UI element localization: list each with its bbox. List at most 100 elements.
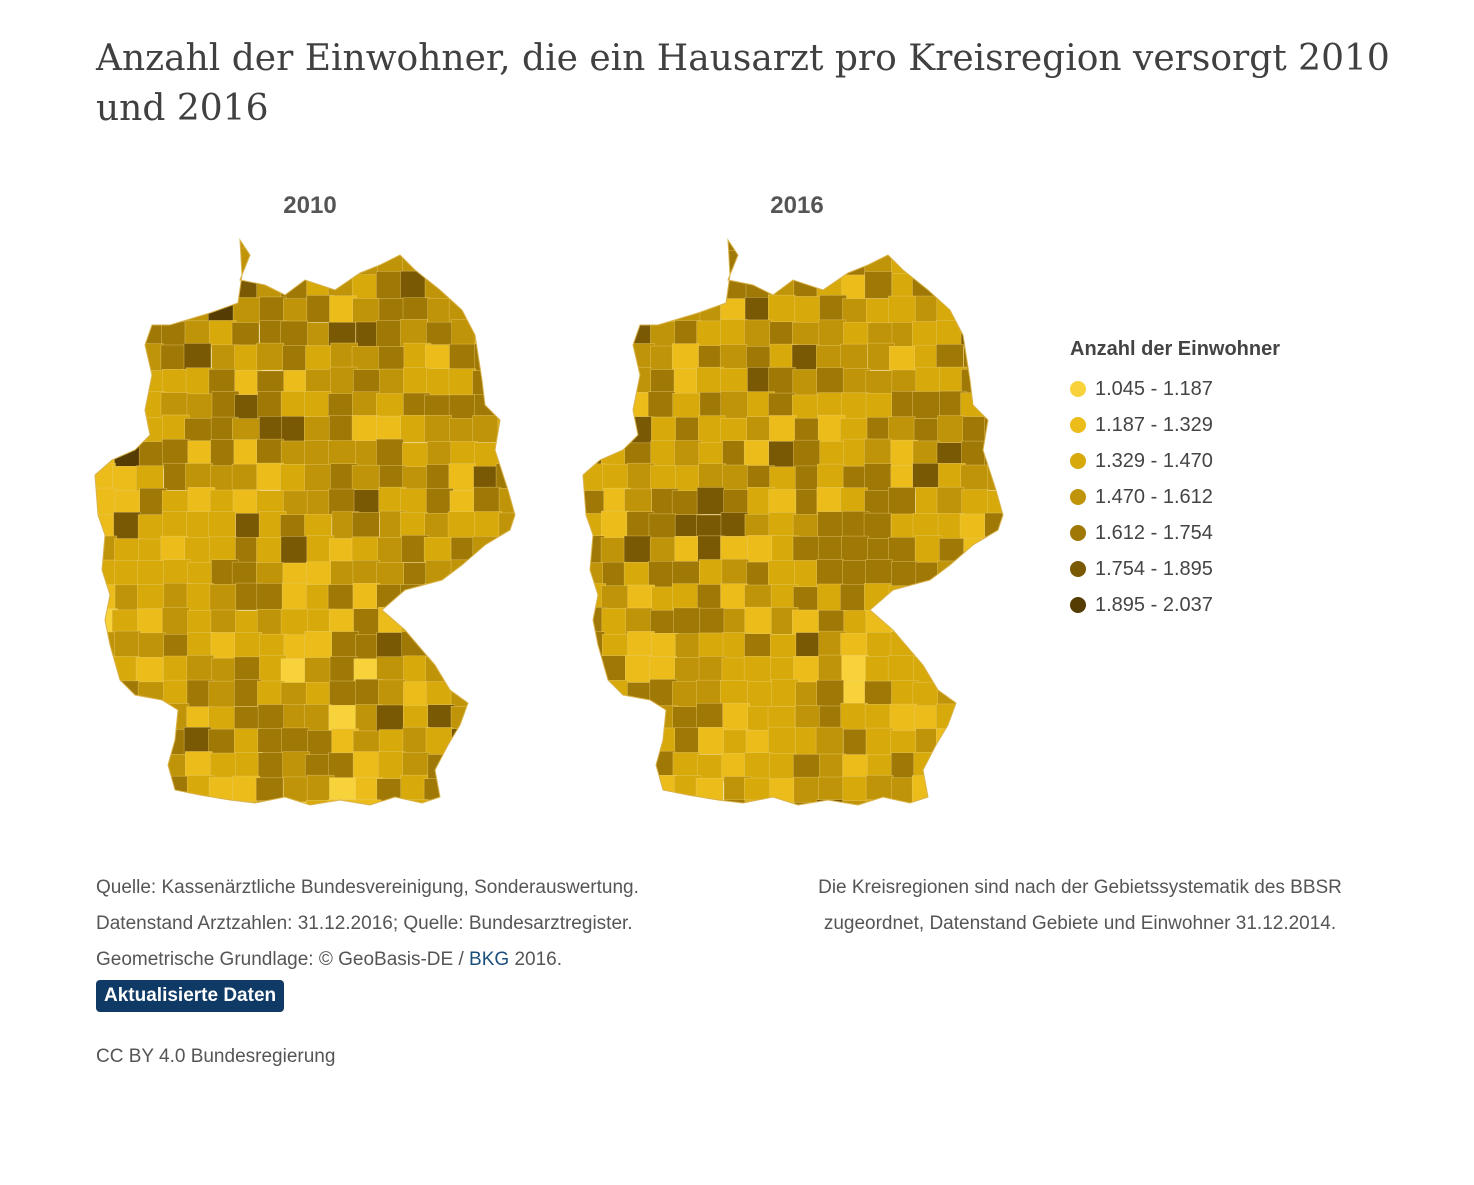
district-region[interactable] [162,775,190,804]
district-region[interactable] [864,704,893,732]
district-region[interactable] [112,776,141,804]
district-region[interactable] [696,702,724,731]
district-region[interactable] [1009,634,1018,661]
district-region[interactable] [578,297,605,325]
district-region[interactable] [600,776,629,804]
district-region[interactable] [400,511,428,540]
district-region[interactable] [816,799,844,825]
district-region[interactable] [962,655,990,683]
district-region[interactable] [649,775,677,803]
district-region[interactable] [211,248,240,276]
district-region[interactable] [378,226,406,254]
district-region[interactable] [280,320,308,349]
district-region[interactable] [524,251,530,278]
district-region[interactable] [864,271,893,299]
district-region[interactable] [744,606,773,635]
district-region[interactable] [210,752,238,781]
district-region[interactable] [523,659,530,686]
district-region[interactable] [522,802,530,825]
district-region[interactable] [601,510,629,539]
district-region[interactable] [579,346,607,374]
district-region[interactable] [696,679,724,708]
district-region[interactable] [818,654,846,683]
district-region[interactable] [522,440,530,467]
district-region[interactable] [135,729,164,758]
district-region[interactable] [650,465,678,493]
district-region[interactable] [137,584,165,612]
district-region[interactable] [1011,393,1018,420]
district-region[interactable] [962,630,990,659]
district-region[interactable] [914,632,942,661]
district-region[interactable] [209,584,238,612]
district-region[interactable] [600,752,628,780]
choropleth-map-2010[interactable] [90,225,530,825]
district-region[interactable] [208,225,237,253]
district-region[interactable] [793,802,822,825]
district-region[interactable] [720,536,748,564]
district-region[interactable] [937,802,966,825]
district-region[interactable] [625,655,653,683]
district-region[interactable] [162,607,190,635]
district-region[interactable] [936,320,964,348]
district-region[interactable] [960,320,989,348]
district-region[interactable] [304,464,332,492]
district-region[interactable] [1008,321,1018,348]
district-region[interactable] [379,368,407,397]
district-region[interactable] [817,511,845,539]
district-region[interactable] [450,679,479,707]
district-region[interactable] [329,656,358,684]
district-region[interactable] [936,344,964,372]
district-region[interactable] [579,777,607,805]
district-region[interactable] [305,345,333,373]
district-region[interactable] [472,415,500,443]
district-region[interactable] [603,706,632,734]
district-region[interactable] [378,679,406,708]
district-region[interactable] [961,558,990,587]
district-region[interactable] [580,415,607,443]
district-region[interactable] [600,728,629,756]
district-region[interactable] [90,297,116,325]
district-region[interactable] [793,776,822,805]
district-region[interactable] [722,702,750,731]
choropleth-map-2016[interactable] [578,225,1018,825]
district-region[interactable] [521,394,530,421]
district-region[interactable] [448,775,476,803]
district-region[interactable] [817,247,845,275]
district-region[interactable] [231,463,260,492]
district-region[interactable] [424,415,452,443]
district-region[interactable] [307,249,335,277]
district-region[interactable] [475,583,503,611]
district-region[interactable] [578,368,605,397]
district-region[interactable] [744,225,772,252]
district-region[interactable] [986,631,1014,659]
district-region[interactable] [840,583,868,612]
district-region[interactable] [113,511,141,540]
district-region[interactable] [162,274,190,303]
district-region[interactable] [497,536,525,564]
district-region[interactable] [744,297,773,325]
district-region[interactable] [497,656,525,684]
district-region[interactable] [112,322,141,350]
district-region[interactable] [496,250,524,278]
district-region[interactable] [865,225,893,253]
district-region[interactable] [963,584,991,612]
district-region[interactable] [137,608,165,636]
district-region[interactable] [817,583,845,612]
district-region[interactable] [114,560,142,589]
district-region[interactable] [327,584,356,612]
district-region[interactable] [720,583,748,611]
district-region[interactable] [962,609,990,638]
district-region[interactable] [984,368,1012,396]
district-region[interactable] [280,464,308,492]
district-region[interactable] [915,225,943,251]
district-region[interactable] [793,754,821,782]
district-region[interactable] [841,535,869,564]
district-region[interactable] [184,225,213,253]
district-region[interactable] [984,415,1012,444]
district-region[interactable] [864,438,892,467]
district-region[interactable] [887,655,916,683]
district-region[interactable] [936,657,964,685]
district-region[interactable] [698,632,727,661]
district-region[interactable] [913,752,941,780]
district-region[interactable] [352,512,380,540]
